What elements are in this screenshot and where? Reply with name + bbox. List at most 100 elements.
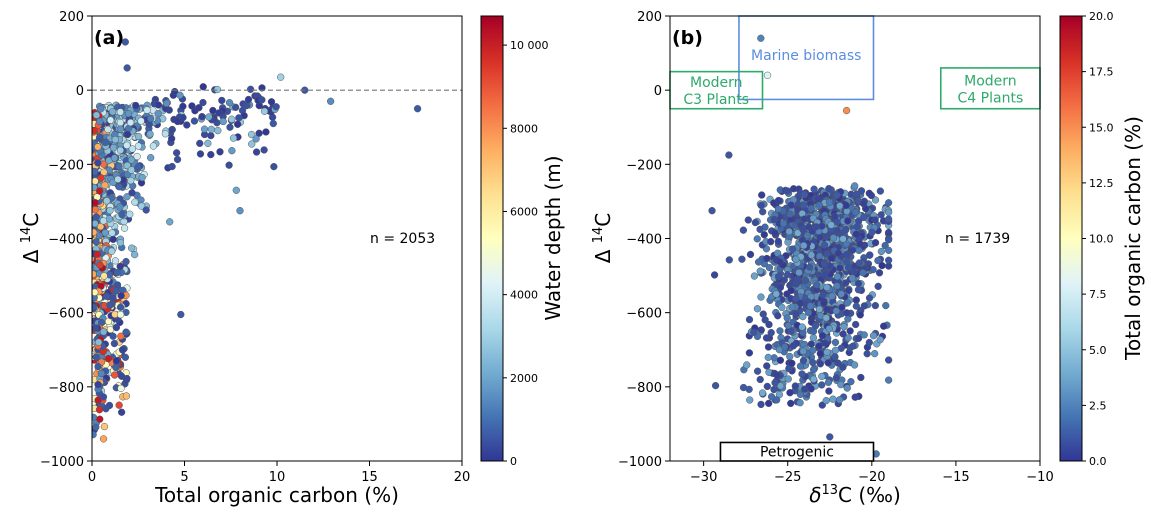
data-point	[115, 401, 123, 409]
data-point	[807, 204, 815, 213]
data-point	[108, 247, 116, 255]
data-point	[236, 207, 244, 215]
data-point	[859, 269, 867, 277]
data-point	[92, 167, 99, 176]
x-tick-label: −25	[774, 470, 801, 485]
data-point	[137, 196, 145, 204]
panel-b-y-axis: −1000 −800 −600 −400 −200 0 200	[618, 10, 670, 470]
y-tick-label: −400	[626, 233, 662, 248]
data-point	[810, 375, 818, 383]
data-point	[860, 331, 868, 339]
data-point	[809, 334, 818, 342]
data-point	[710, 271, 719, 279]
data-point	[235, 114, 243, 122]
colorbar-tick-label: 6000	[510, 205, 538, 218]
data-point	[123, 64, 131, 72]
data-point	[833, 226, 841, 235]
data-point	[110, 154, 119, 162]
data-point	[840, 323, 848, 331]
data-point	[866, 251, 874, 259]
data-point	[783, 271, 792, 279]
data-point	[771, 379, 779, 387]
y-tick-label: −400	[48, 233, 84, 248]
data-point	[871, 216, 879, 224]
data-point	[818, 332, 827, 340]
data-point	[122, 328, 130, 336]
data-point	[116, 203, 124, 211]
data-point	[784, 321, 792, 330]
data-point	[836, 202, 844, 210]
data-point	[774, 312, 782, 320]
data-point	[108, 229, 116, 237]
data-point	[774, 237, 783, 246]
data-point	[260, 107, 269, 115]
data-point	[92, 219, 99, 228]
data-point	[117, 384, 125, 393]
data-point	[825, 184, 833, 193]
data-point	[829, 395, 837, 403]
colorbar-tick-label: 10.0	[1089, 233, 1114, 246]
colorbar-tick-label: 10 000	[510, 39, 549, 52]
data-point	[845, 286, 853, 295]
data-point	[116, 118, 125, 127]
data-point	[106, 116, 115, 124]
data-point	[751, 218, 760, 227]
data-point	[177, 310, 185, 319]
data-point	[92, 288, 99, 296]
data-point	[205, 113, 213, 121]
data-point	[172, 149, 181, 157]
panel-b-x-label: δ13C (‰)	[809, 483, 901, 507]
data-point	[739, 383, 748, 392]
data-point	[226, 123, 234, 131]
data-point	[884, 215, 893, 223]
data-point	[843, 299, 852, 307]
data-point	[260, 146, 268, 154]
data-point	[99, 328, 108, 336]
y-tick-label: 0	[654, 84, 662, 99]
data-point	[327, 97, 335, 105]
colorbar-tick-label: 5.0	[1089, 344, 1107, 357]
data-point	[97, 369, 105, 378]
data-point	[856, 311, 864, 319]
region-0: Marine biomass	[738, 15, 875, 101]
data-point	[778, 303, 786, 311]
panel-a: 0 5 10 15 20 −1000 −800 −600 −400 −200 0 200 (a) n…	[19, 10, 565, 507]
data-point	[225, 99, 234, 107]
data-point	[827, 221, 835, 229]
data-point	[100, 272, 108, 280]
data-point	[183, 121, 191, 129]
data-point	[134, 163, 142, 171]
data-point	[763, 71, 772, 79]
data-point	[117, 332, 125, 340]
data-point	[92, 423, 100, 431]
y-tick-label: 200	[637, 10, 662, 25]
data-point	[207, 150, 215, 159]
data-point	[92, 430, 97, 439]
data-point	[851, 393, 859, 401]
data-point	[854, 217, 863, 225]
data-point	[770, 385, 778, 394]
data-point	[242, 102, 251, 110]
data-point	[785, 227, 793, 236]
data-point	[142, 206, 150, 214]
data-point	[162, 99, 171, 108]
data-point	[758, 389, 767, 397]
data-point	[842, 251, 851, 259]
y-tick-label: −600	[48, 307, 84, 322]
data-point	[199, 83, 207, 91]
data-point	[874, 256, 882, 265]
data-point	[252, 135, 260, 143]
data-point	[188, 102, 196, 110]
y-tick-label: −200	[48, 158, 84, 173]
data-point	[109, 108, 117, 116]
data-point	[820, 299, 828, 308]
data-point	[272, 103, 280, 111]
data-point	[848, 274, 856, 282]
data-point	[788, 359, 796, 367]
data-point	[168, 126, 176, 134]
panel-b-points	[708, 34, 893, 458]
data-point	[847, 378, 855, 386]
data-point	[832, 307, 840, 315]
data-point	[262, 128, 270, 136]
data-point	[884, 199, 893, 207]
